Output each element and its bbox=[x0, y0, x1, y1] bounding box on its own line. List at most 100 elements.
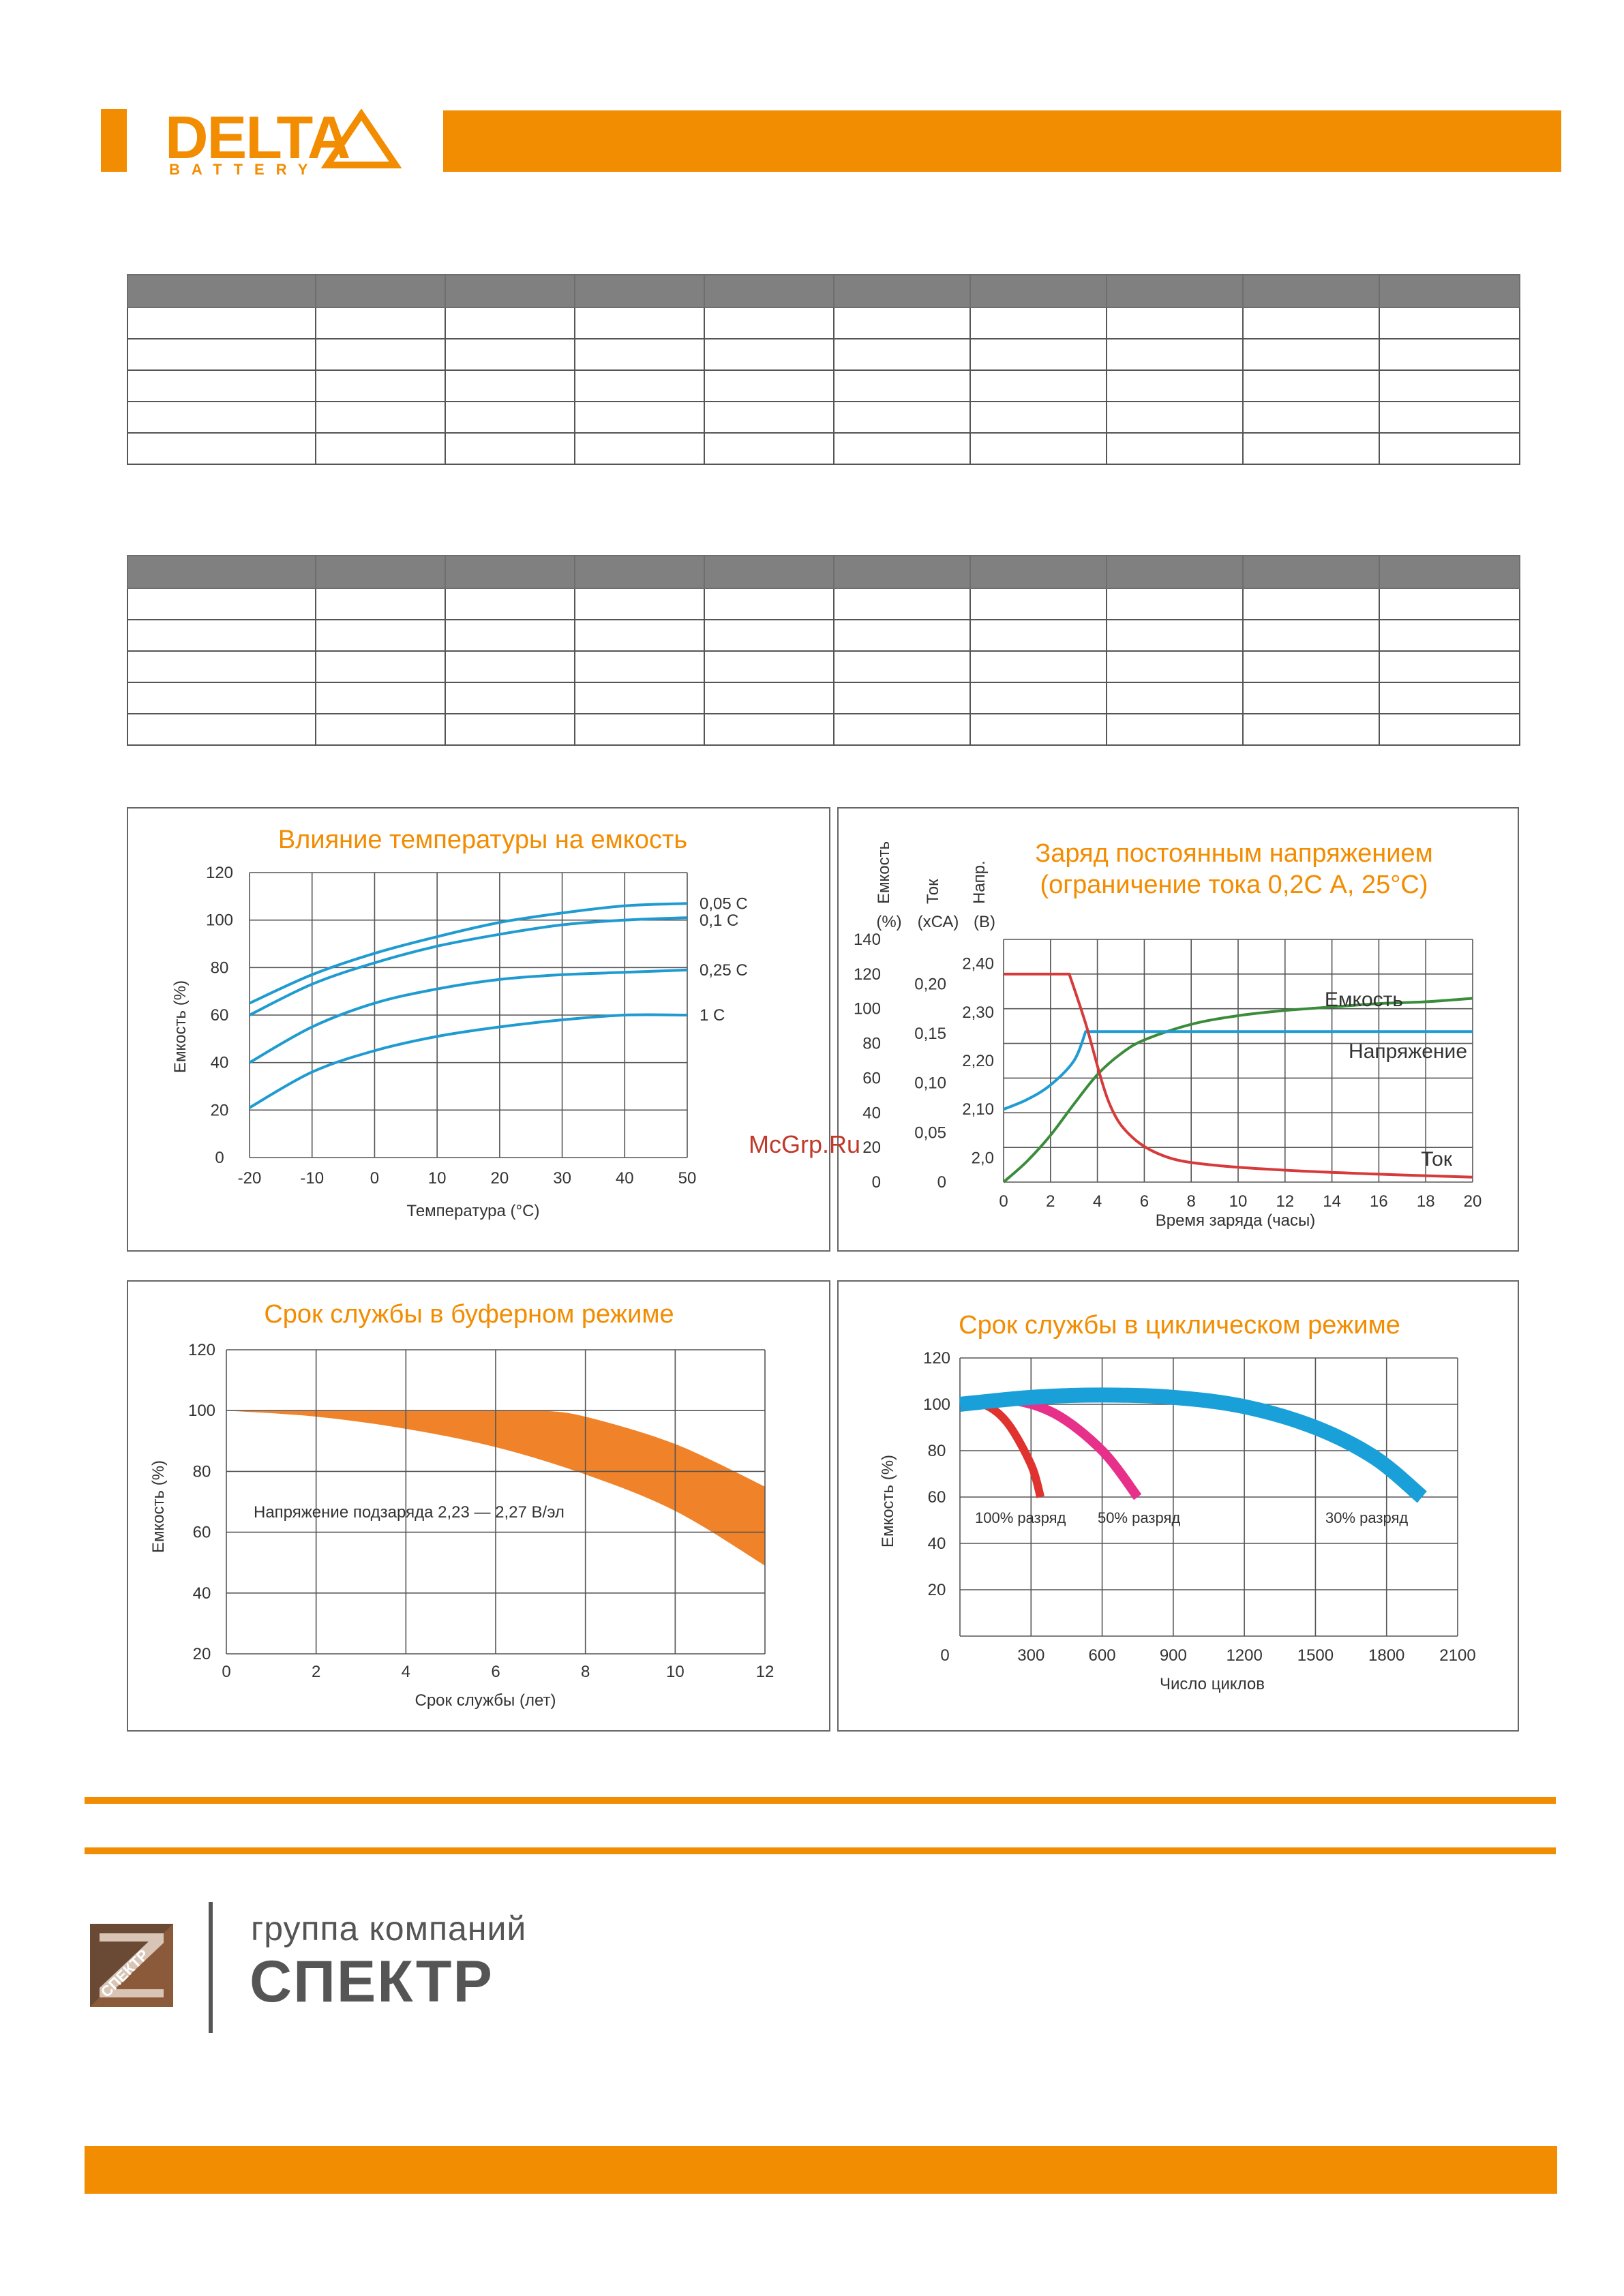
x-axis-label: Число циклов bbox=[1160, 1675, 1265, 1693]
y-tick-label: 60 bbox=[928, 1488, 946, 1507]
y-tick-label: 40 bbox=[193, 1584, 211, 1603]
chart-charge: Заряд постоянным напряжением (ограничени… bbox=[854, 839, 1482, 1230]
chart-float-life: Срок службы в буферном режиме 0 2 4 6 8 10 12 2… bbox=[149, 1300, 774, 1710]
axis-header-unit: (%) bbox=[876, 913, 901, 931]
x-tick-label: 2100 bbox=[1439, 1646, 1475, 1665]
axis-header-rotated: Емкость bbox=[875, 841, 893, 904]
chart-title: Срок службы в циклическом режиме bbox=[959, 1311, 1400, 1340]
y-current-tick: 0,10 bbox=[914, 1074, 946, 1093]
x-tick-label: 20 bbox=[491, 1169, 509, 1188]
logo-sub: BATTERY bbox=[169, 161, 319, 177]
chart-annotation: Напряжение подзаряда 2,23 — 2,27 В/эл bbox=[254, 1503, 565, 1522]
series-band bbox=[959, 1394, 1142, 1500]
y-current-tick: 0 bbox=[937, 1173, 946, 1192]
x-tick-label: 10 bbox=[666, 1663, 685, 1681]
x-tick-label: 16 bbox=[1370, 1192, 1388, 1211]
chart-panel-temperature: Влияние температуры на емкость -20 -10 0 10… bbox=[127, 807, 830, 1252]
y-tick-label: 100 bbox=[923, 1395, 950, 1414]
x-tick-label: 40 bbox=[616, 1169, 634, 1188]
chart-panel-cycle-life: Срок службы в циклическом режиме 100% ра… bbox=[837, 1280, 1519, 1732]
x-tick-label: 12 bbox=[1276, 1192, 1294, 1211]
series-label-current: Ток bbox=[1421, 1148, 1453, 1170]
table-header-row bbox=[127, 555, 1520, 589]
axis-header-unit: (В) bbox=[974, 913, 995, 931]
x-tick-label: 50 bbox=[678, 1169, 697, 1188]
series-label-capacity: Емкость bbox=[1325, 988, 1403, 1011]
x-axis-label: Срок службы (лет) bbox=[415, 1691, 556, 1710]
series-line bbox=[249, 902, 688, 1005]
table-row bbox=[127, 338, 1520, 371]
y-axis-label: Емкость (%) bbox=[149, 1460, 168, 1553]
y-voltage-tick: 2,10 bbox=[962, 1100, 994, 1119]
table-row bbox=[127, 650, 1520, 683]
y-tick-label: 120 bbox=[206, 864, 233, 882]
spec-table-2 bbox=[127, 555, 1520, 746]
x-axis-label: Температура (°С) bbox=[407, 1202, 540, 1220]
series-line bbox=[249, 968, 688, 1064]
y-tick-label: 100 bbox=[206, 911, 233, 930]
table-row bbox=[127, 588, 1520, 620]
table-row bbox=[127, 369, 1520, 402]
y-axis-label: Емкость (%) bbox=[879, 1455, 897, 1547]
series-label: 100% разряд bbox=[975, 1509, 1066, 1526]
series-label: 50% разряд bbox=[1098, 1509, 1180, 1526]
x-tick-label: 1500 bbox=[1297, 1646, 1334, 1665]
series-capacity bbox=[1002, 997, 1473, 1183]
x-tick-label: 0 bbox=[370, 1169, 379, 1188]
chart-title: Влияние температуры на емкость bbox=[278, 826, 687, 854]
chart-temperature: Влияние температуры на емкость -20 -10 0 10… bbox=[171, 826, 748, 1220]
y-axis-label: Емкость (%) bbox=[171, 980, 190, 1073]
y-capacity-tick: 100 bbox=[854, 1000, 881, 1018]
footer-line-top bbox=[85, 1797, 1556, 1804]
y-voltage-tick: 2,20 bbox=[962, 1052, 994, 1070]
table-row bbox=[127, 713, 1520, 746]
table-row bbox=[127, 619, 1520, 652]
footer-bar bbox=[85, 2146, 1557, 2194]
axis-header-rotated: Напр. bbox=[970, 860, 989, 904]
y-capacity-tick: 60 bbox=[862, 1069, 881, 1087]
y-capacity-tick: 40 bbox=[862, 1104, 881, 1122]
y-tick-label: 0 bbox=[215, 1149, 224, 1167]
x-tick-label: 300 bbox=[1017, 1646, 1044, 1665]
watermark: McGrp.Ru bbox=[749, 1130, 861, 1158]
x-tick-label: -20 bbox=[238, 1169, 262, 1188]
x-tick-label: 10 bbox=[428, 1169, 447, 1188]
series-current bbox=[1004, 972, 1473, 1179]
float-life-band bbox=[226, 1410, 765, 1566]
series-line bbox=[249, 916, 688, 1016]
x-tick-label: 4 bbox=[1093, 1192, 1102, 1211]
logo-brand: DELTA bbox=[165, 109, 350, 171]
series-line bbox=[249, 1013, 688, 1109]
series-band bbox=[959, 1399, 1044, 1498]
y-tick-label: 120 bbox=[188, 1341, 215, 1359]
y-tick-label: 40 bbox=[211, 1054, 229, 1072]
group-label: группа компаний bbox=[251, 1909, 527, 1948]
x-tick-label: 30 bbox=[553, 1169, 571, 1188]
y-tick-label: 20 bbox=[193, 1645, 211, 1663]
x-tick-label: 2 bbox=[1046, 1192, 1055, 1211]
axis-header-rotated: Ток bbox=[924, 879, 942, 904]
y-current-tick: 0,20 bbox=[914, 975, 946, 993]
x-tick-label: 900 bbox=[1160, 1646, 1187, 1665]
x-tick-label: 1800 bbox=[1368, 1646, 1404, 1665]
y-tick-label: 60 bbox=[211, 1006, 229, 1025]
axis-header-unit: (хСА) bbox=[918, 913, 959, 931]
x-tick-label: -10 bbox=[300, 1169, 324, 1188]
y-tick-label: 20 bbox=[928, 1581, 946, 1599]
series-label: 1 С bbox=[700, 1006, 725, 1025]
x-tick-label: 20 bbox=[1464, 1192, 1482, 1211]
y-tick-label: 80 bbox=[211, 958, 229, 977]
y-tick-label: 120 bbox=[923, 1349, 950, 1368]
y-voltage-tick: 2,40 bbox=[962, 955, 994, 973]
x-axis-label: Время заряда (часы) bbox=[1156, 1211, 1315, 1230]
x-tick-label: 1200 bbox=[1226, 1646, 1262, 1665]
x-tick-label: 8 bbox=[1187, 1192, 1196, 1211]
x-tick-label: 0 bbox=[999, 1192, 1008, 1211]
x-tick-label: 2 bbox=[312, 1663, 320, 1681]
y-current-tick: 0,15 bbox=[914, 1025, 946, 1043]
y-capacity-tick: 80 bbox=[862, 1035, 881, 1053]
footer-line-bottom bbox=[85, 1847, 1556, 1854]
table-row bbox=[127, 401, 1520, 434]
company-name: СПЕКТР bbox=[250, 1949, 494, 2014]
y-voltage-tick: 2,30 bbox=[962, 1003, 994, 1022]
